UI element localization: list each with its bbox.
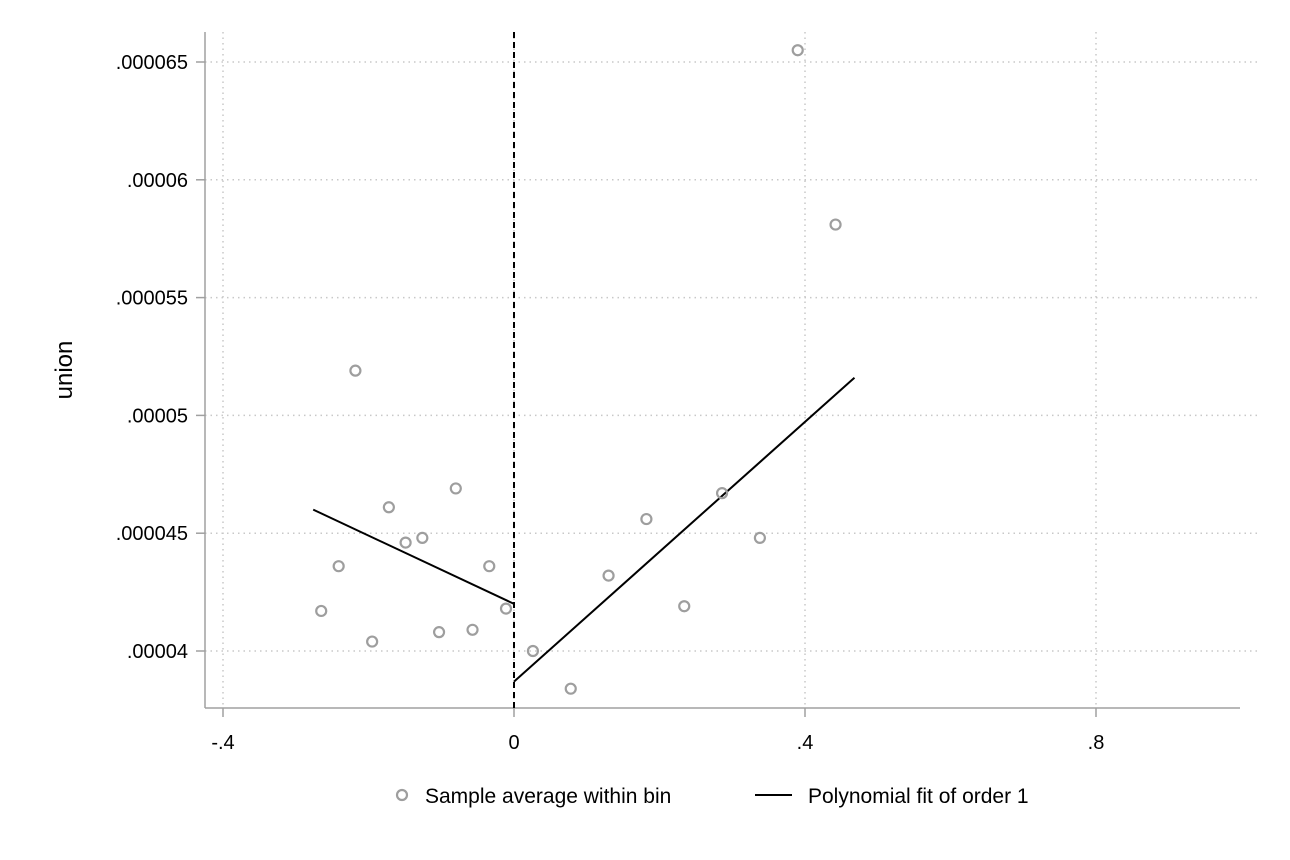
x-tick-label: .8	[1088, 732, 1105, 754]
scatter-point	[499, 602, 513, 615]
fit-line-segment	[513, 376, 856, 683]
legend-label-scatter: Sample average within bin	[425, 785, 671, 808]
y-tick-label: .000065	[116, 52, 188, 74]
x-axis-ticks: -.4 0 .4 .8	[211, 708, 1104, 754]
fit-line-segment	[312, 508, 515, 605]
scatter-point	[315, 604, 328, 618]
y-axis-ticks: .00004 .000045 .00005 .000055 .00006 .000065	[116, 52, 205, 663]
y-tick-label: .000045	[116, 523, 188, 545]
scatter-point	[466, 623, 479, 636]
scatter-point	[564, 682, 577, 695]
y-tick-label: .00006	[127, 170, 188, 192]
scatter-point	[349, 364, 362, 377]
grid	[205, 32, 1260, 708]
scatter-point	[332, 560, 345, 573]
x-tick-label: .4	[797, 732, 814, 754]
scatter-point	[432, 626, 446, 639]
scatter-points	[315, 44, 842, 695]
scatter-point	[526, 644, 540, 658]
x-tick-label: 0	[508, 732, 519, 754]
scatter-point	[829, 218, 842, 231]
scatter-point	[382, 501, 395, 514]
scatter-point	[366, 635, 379, 648]
legend: Sample average within bin Polynomial fit…	[395, 785, 1029, 808]
scatter-point	[715, 487, 729, 500]
y-tick-label: .00004	[127, 641, 188, 663]
y-axis-title: union	[51, 341, 78, 400]
scatter-point	[678, 600, 691, 613]
scatter-point	[640, 512, 653, 526]
scatter-point	[753, 531, 766, 545]
scatter-point	[602, 569, 615, 582]
scatter-point	[399, 536, 412, 549]
legend-marker-scatter	[395, 788, 409, 802]
scatter-point	[449, 482, 462, 495]
y-tick-label: .00005	[127, 405, 188, 427]
scatter-point	[416, 531, 429, 545]
scatter-point	[483, 560, 496, 573]
y-tick-label: .000055	[116, 288, 188, 310]
scatter-point	[791, 44, 804, 57]
fit-lines	[312, 376, 856, 683]
legend-label-line: Polynomial fit of order 1	[808, 785, 1029, 808]
x-tick-label: -.4	[211, 732, 234, 754]
